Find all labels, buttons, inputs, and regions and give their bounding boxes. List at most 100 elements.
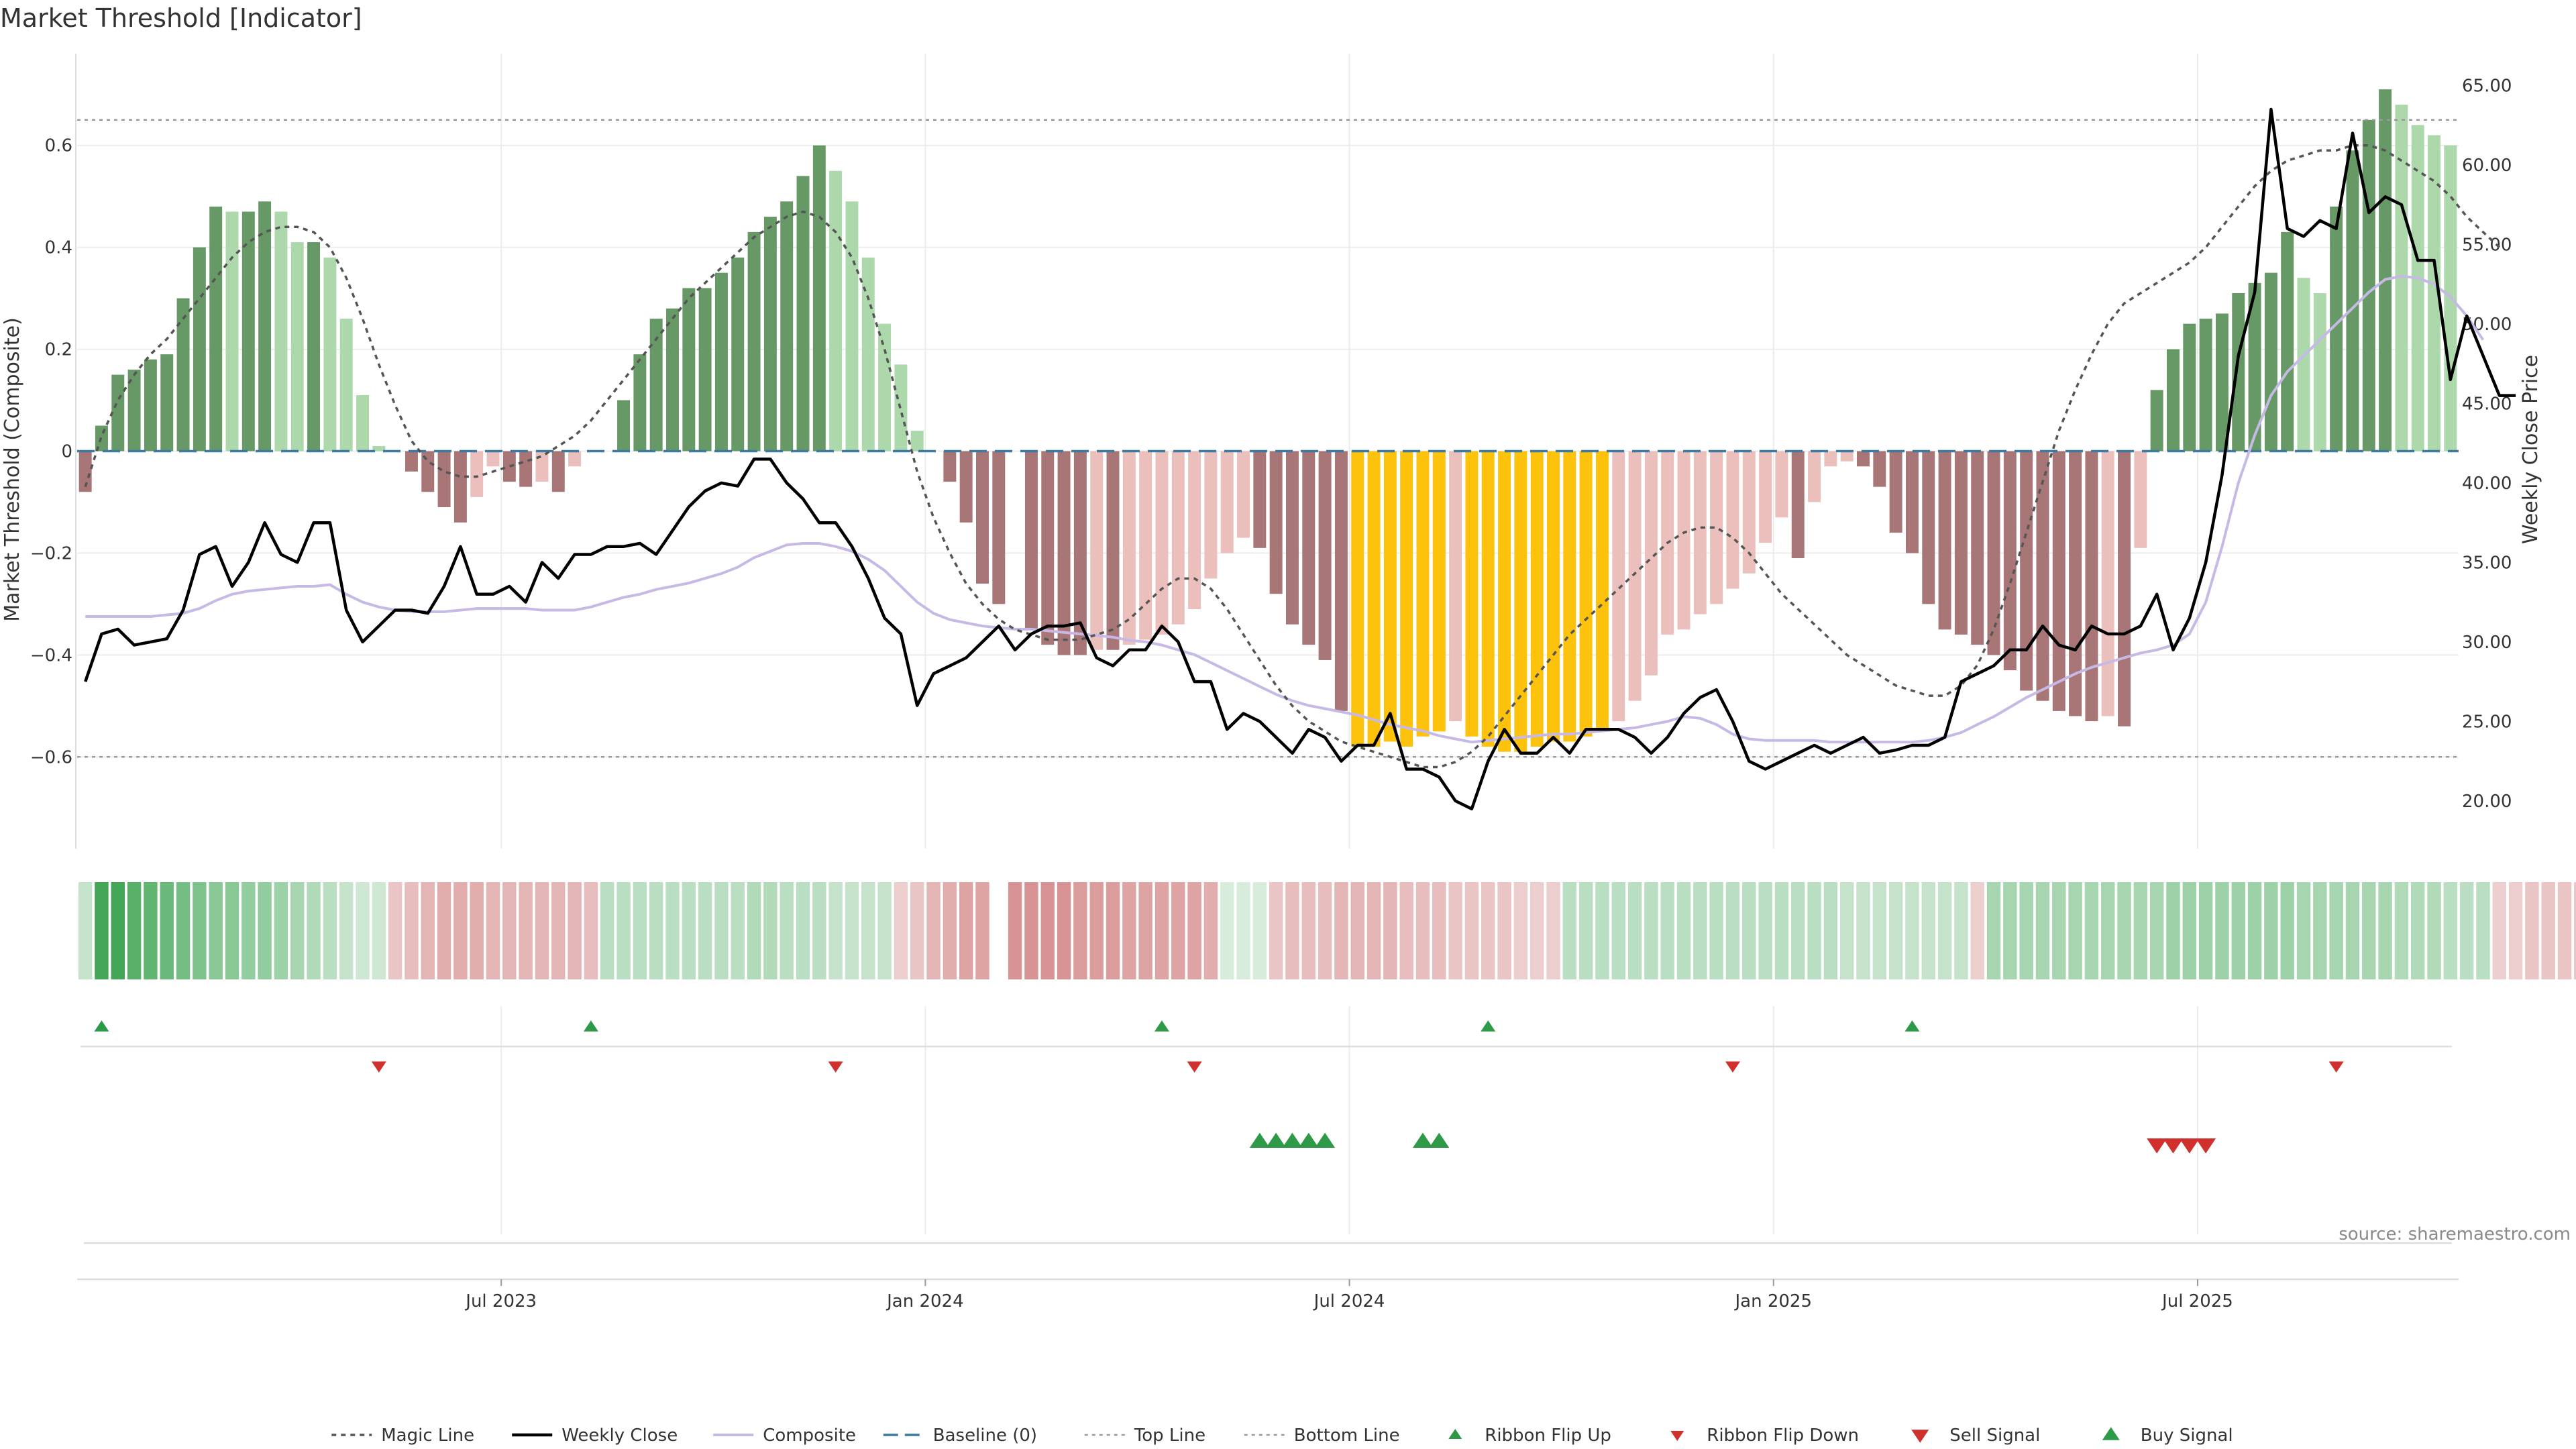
- ribbon-cell: [2280, 882, 2294, 979]
- right-tick-label: 30.00: [2462, 633, 2512, 653]
- ribbon-panel: [78, 882, 2576, 979]
- composite-bar: [2134, 451, 2147, 548]
- composite-bar: [1954, 451, 1968, 635]
- composite-bar: [1465, 451, 1479, 737]
- ribbon-flip-down-marker: [371, 1061, 386, 1073]
- ribbon-cell: [1285, 882, 1299, 979]
- composite-bar: [2118, 451, 2131, 727]
- composite-bar: [2232, 293, 2245, 451]
- ribbon-cell: [1448, 882, 1462, 979]
- ribbon-cell: [2296, 882, 2311, 979]
- ribbon-cell: [1106, 882, 1120, 979]
- x-tick-label: Jan 2025: [1734, 1291, 1813, 1311]
- composite-bar: [2085, 451, 2098, 722]
- composite-bar: [1595, 451, 1609, 732]
- buy-signal-marker: [1282, 1132, 1303, 1148]
- right-tick-label: 60.00: [2462, 156, 2512, 176]
- ribbon-cell: [1366, 882, 1381, 979]
- ribbon-cell: [535, 882, 549, 979]
- composite-bar: [2330, 206, 2343, 451]
- ribbon-cell: [2035, 882, 2050, 979]
- right-tick-label: 35.00: [2462, 553, 2512, 573]
- composite-bar: [307, 242, 321, 451]
- ribbon-flip-up-marker: [1904, 1020, 1920, 1032]
- ribbon-cell: [1872, 882, 1887, 979]
- composite-bar: [1351, 451, 1364, 747]
- composite-bar: [1204, 451, 1218, 579]
- ribbon-cell: [943, 882, 957, 979]
- ribbon-cell: [845, 882, 859, 979]
- ribbon-cell: [1122, 882, 1136, 979]
- composite-bar: [1090, 451, 1104, 650]
- composite-bar: [959, 451, 973, 523]
- ribbon-cell: [2394, 882, 2409, 979]
- composite-bar: [568, 451, 582, 467]
- ribbon-cell: [780, 882, 794, 979]
- legend-swatch: [1670, 1431, 1684, 1441]
- composite-bar: [2036, 451, 2049, 701]
- ribbon-cell: [1644, 882, 1658, 979]
- ribbon-cell: [2574, 882, 2576, 979]
- composite-bar: [78, 451, 92, 492]
- composite-bar: [1024, 451, 1038, 630]
- ribbon-cell: [405, 882, 419, 979]
- ribbon-cell: [339, 882, 354, 979]
- buy-signal-marker: [1412, 1132, 1433, 1148]
- composite-bar: [878, 323, 892, 451]
- composite-bar: [437, 451, 451, 508]
- ribbon-cell: [1497, 882, 1511, 979]
- ribbon-cell: [926, 882, 941, 979]
- composite-bar: [1269, 451, 1283, 594]
- composite-bar: [1644, 451, 1658, 676]
- composite-bar: [910, 431, 924, 451]
- legend-swatch: [2102, 1427, 2120, 1440]
- x-tick-label: Jul 2023: [464, 1291, 537, 1311]
- ribbon-cell: [1856, 882, 1870, 979]
- right-tick-label: 45.00: [2462, 394, 2512, 414]
- composite-bar: [861, 257, 875, 451]
- ribbon-cell: [2508, 882, 2523, 979]
- right-tick-label: 55.00: [2462, 235, 2512, 255]
- composite-bar: [1057, 451, 1071, 655]
- legend-label: Weekly Close: [561, 1426, 678, 1446]
- source-label: source: sharemaestro.com: [2339, 1224, 2571, 1244]
- ribbon-flip-down-marker: [828, 1061, 843, 1073]
- ribbon-cell: [1823, 882, 1838, 979]
- legend-item: Top Line: [1084, 1426, 1205, 1446]
- ribbon-cell: [388, 882, 402, 979]
- composite-bar: [666, 308, 679, 451]
- ribbon-flip-down-marker: [1187, 1061, 1202, 1073]
- composite-bar: [943, 451, 957, 482]
- ribbon-cell: [1399, 882, 1413, 979]
- ribbon-cell: [1888, 882, 1903, 979]
- ribbon-cell: [1269, 882, 1283, 979]
- buy-signal-marker: [1429, 1132, 1450, 1148]
- left-tick-label: −0.6: [30, 747, 72, 767]
- composite-bar: [1498, 451, 1511, 752]
- composite-bar: [290, 242, 304, 451]
- composite-bar: [1971, 451, 1984, 645]
- composite-bar: [160, 354, 174, 451]
- right-tick-label: 25.00: [2462, 712, 2512, 732]
- legend-swatch: [1911, 1430, 1929, 1443]
- composite-bar: [486, 451, 500, 467]
- legend-label: Bottom Line: [1294, 1426, 1400, 1446]
- ribbon-cell: [258, 882, 272, 979]
- composite-bar: [698, 288, 712, 451]
- ribbon-cell: [2052, 882, 2066, 979]
- ribbon-cell: [2378, 882, 2392, 979]
- ribbon-cell: [747, 882, 761, 979]
- ribbon-cell: [1334, 882, 1348, 979]
- ribbon-cell: [1024, 882, 1038, 979]
- ribbon-cell: [1529, 882, 1544, 979]
- composite-bar: [1857, 451, 1870, 467]
- ribbon-cell: [1627, 882, 1642, 979]
- composite-bar: [1139, 451, 1152, 640]
- ribbon-cell: [1481, 882, 1495, 979]
- composite-bar: [1547, 451, 1560, 742]
- ribbon-cell: [144, 882, 158, 979]
- ribbon-cell: [2198, 882, 2213, 979]
- ribbon-cell: [2149, 882, 2164, 979]
- composite-bar: [1188, 451, 1201, 609]
- ribbon-cell: [1660, 882, 1674, 979]
